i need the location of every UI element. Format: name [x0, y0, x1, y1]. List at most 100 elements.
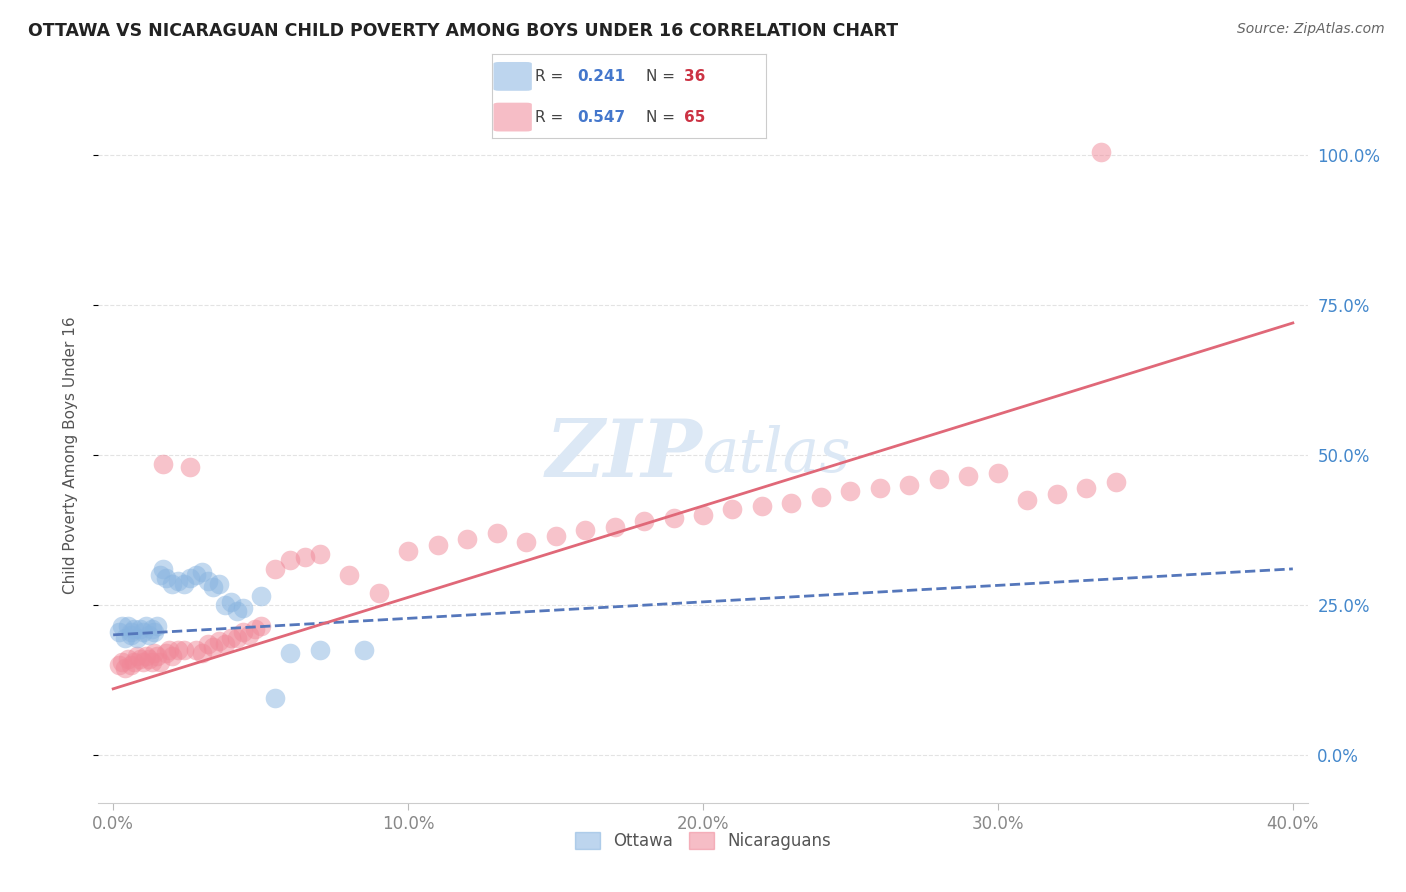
- Point: [692, 508, 714, 522]
- Point: [214, 637, 236, 651]
- Point: [128, 622, 150, 636]
- Point: [135, 648, 157, 663]
- Point: [160, 648, 183, 663]
- Point: [111, 619, 134, 633]
- Point: [1046, 487, 1069, 501]
- Point: [155, 646, 177, 660]
- Text: 36: 36: [683, 69, 706, 84]
- Text: 0.547: 0.547: [576, 110, 626, 125]
- Point: [869, 481, 891, 495]
- Point: [1090, 145, 1112, 159]
- Point: [633, 514, 655, 528]
- Point: [780, 496, 803, 510]
- Point: [238, 628, 260, 642]
- FancyBboxPatch shape: [494, 103, 531, 131]
- Point: [117, 619, 139, 633]
- Point: [515, 534, 537, 549]
- Point: [141, 655, 163, 669]
- Point: [143, 624, 166, 639]
- Point: [128, 652, 150, 666]
- Point: [122, 622, 145, 636]
- Point: [146, 648, 169, 663]
- Point: [208, 633, 231, 648]
- Point: [141, 622, 163, 636]
- Point: [152, 457, 174, 471]
- Point: [179, 459, 201, 474]
- Point: [367, 586, 389, 600]
- Point: [197, 574, 219, 588]
- Point: [120, 624, 142, 639]
- Point: [157, 643, 180, 657]
- Point: [353, 643, 375, 657]
- Text: ZIP: ZIP: [546, 417, 703, 493]
- Point: [721, 502, 744, 516]
- Point: [426, 538, 449, 552]
- Point: [232, 624, 254, 639]
- Text: Source: ZipAtlas.com: Source: ZipAtlas.com: [1237, 22, 1385, 37]
- Point: [114, 661, 136, 675]
- Y-axis label: Child Poverty Among Boys Under 16: Child Poverty Among Boys Under 16: [63, 316, 77, 594]
- Point: [278, 646, 301, 660]
- Point: [294, 549, 316, 564]
- Point: [456, 532, 478, 546]
- Point: [219, 595, 242, 609]
- Point: [149, 655, 172, 669]
- Point: [249, 619, 271, 633]
- Point: [249, 589, 271, 603]
- Point: [214, 598, 236, 612]
- Point: [111, 655, 134, 669]
- Point: [120, 657, 142, 672]
- Point: [226, 631, 249, 645]
- Point: [117, 652, 139, 666]
- Text: OTTAWA VS NICARAGUAN CHILD POVERTY AMONG BOYS UNDER 16 CORRELATION CHART: OTTAWA VS NICARAGUAN CHILD POVERTY AMONG…: [28, 22, 898, 40]
- Point: [928, 472, 950, 486]
- Text: 65: 65: [683, 110, 706, 125]
- Point: [278, 553, 301, 567]
- Point: [337, 567, 360, 582]
- Legend: Ottawa, Nicaraguans: Ottawa, Nicaraguans: [568, 826, 838, 857]
- Point: [143, 646, 166, 660]
- Point: [308, 643, 330, 657]
- Point: [751, 499, 773, 513]
- Point: [264, 690, 287, 705]
- Text: N =: N =: [645, 69, 675, 84]
- FancyBboxPatch shape: [494, 62, 531, 91]
- Point: [160, 577, 183, 591]
- Text: R =: R =: [534, 69, 562, 84]
- Point: [108, 657, 131, 672]
- Point: [114, 631, 136, 645]
- Point: [898, 478, 921, 492]
- Point: [167, 574, 190, 588]
- Point: [396, 544, 419, 558]
- Point: [146, 619, 169, 633]
- Point: [122, 655, 145, 669]
- Point: [264, 562, 287, 576]
- Point: [1017, 492, 1039, 507]
- Point: [173, 577, 195, 591]
- Point: [138, 628, 160, 642]
- Text: N =: N =: [645, 110, 675, 125]
- Point: [184, 643, 207, 657]
- Point: [1105, 475, 1128, 489]
- Point: [957, 469, 980, 483]
- Point: [202, 580, 225, 594]
- Point: [544, 529, 567, 543]
- Point: [1076, 481, 1098, 495]
- Point: [152, 562, 174, 576]
- Point: [226, 604, 249, 618]
- Point: [167, 643, 190, 657]
- Point: [197, 637, 219, 651]
- Point: [574, 523, 596, 537]
- Point: [125, 631, 148, 645]
- Point: [108, 624, 131, 639]
- Text: 0.241: 0.241: [576, 69, 626, 84]
- Point: [190, 646, 212, 660]
- Point: [184, 567, 207, 582]
- Point: [131, 655, 153, 669]
- Point: [243, 622, 266, 636]
- Point: [173, 643, 195, 657]
- Point: [485, 525, 508, 540]
- Point: [308, 547, 330, 561]
- Point: [810, 490, 832, 504]
- Point: [232, 600, 254, 615]
